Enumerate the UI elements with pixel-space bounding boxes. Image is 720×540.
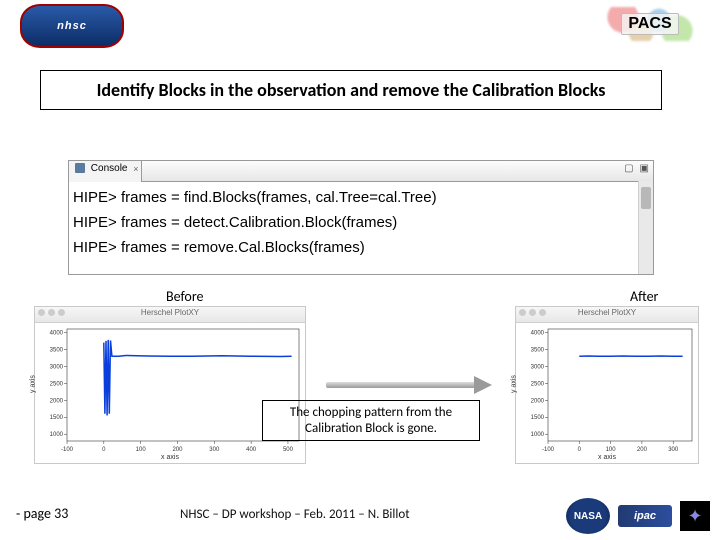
svg-text:3000: 3000 xyxy=(531,364,545,370)
caption-box: The chopping pattern from the Calibratio… xyxy=(262,400,480,441)
maximize-icon[interactable]: ▣ xyxy=(640,163,649,174)
arrow-head-icon xyxy=(474,376,492,394)
svg-text:500: 500 xyxy=(283,447,294,453)
ipac-logo: ipac xyxy=(618,505,672,527)
window-title: Herschel PlotXY xyxy=(578,308,636,317)
svg-text:300: 300 xyxy=(209,447,220,453)
console-scrollbar[interactable] xyxy=(638,181,653,274)
nhsc-logo-text: nhsc xyxy=(57,20,87,32)
console-tab[interactable]: Console × xyxy=(69,161,142,182)
arrow-bar xyxy=(326,382,476,388)
close-icon[interactable]: × xyxy=(133,164,138,174)
console-prompt: HIPE> xyxy=(73,214,117,231)
svg-text:2000: 2000 xyxy=(50,398,64,404)
nasa-logo-icon xyxy=(566,498,610,534)
nhsc-logo: nhsc xyxy=(20,4,124,48)
footer: - page 33 NHSC – DP workshop – Feb. 2011… xyxy=(0,496,720,540)
console-window: Console × ▢ ▣ HIPE> frames = find.Blocks… xyxy=(68,160,654,275)
svg-text:400: 400 xyxy=(246,447,257,453)
console-command: frames = remove.Cal.Blocks(frames) xyxy=(121,239,365,256)
chart-after-svg: 1000 1500 2000 2500 3000 3500 4000 -100 0 100 200 3… xyxy=(516,323,698,463)
svg-text:300: 300 xyxy=(668,447,679,453)
svg-text:4000: 4000 xyxy=(50,330,64,336)
svg-text:100: 100 xyxy=(136,447,147,453)
minimize-icon[interactable]: ▢ xyxy=(624,163,633,174)
svg-text:2500: 2500 xyxy=(50,381,64,387)
svg-text:3000: 3000 xyxy=(50,364,64,370)
window-controls xyxy=(38,309,65,316)
x-axis-label: x axis xyxy=(35,454,305,461)
svg-text:100: 100 xyxy=(606,447,617,453)
svg-text:1000: 1000 xyxy=(531,432,545,438)
svg-text:3500: 3500 xyxy=(50,347,64,353)
window-title: Herschel PlotXY xyxy=(141,308,199,317)
x-axis-label: x axis xyxy=(516,454,698,461)
svg-text:-100: -100 xyxy=(542,447,555,453)
chart-before-plot: 1000 1500 2000 2500 3000 3500 4000 -100 0 100 200 3… xyxy=(35,323,305,463)
star-logo-icon: ✦ xyxy=(680,501,710,531)
console-icon xyxy=(75,163,85,173)
window-titlebar: Herschel PlotXY xyxy=(516,307,698,323)
chart-after-window: Herschel PlotXY 100015002000250030003500… xyxy=(515,306,699,464)
console-tabbar: Console × ▢ ▣ xyxy=(69,161,653,182)
svg-text:4000: 4000 xyxy=(531,330,545,336)
after-label: After xyxy=(630,288,658,305)
window-controls xyxy=(519,309,546,316)
console-tab-label: Console xyxy=(91,163,128,174)
chart-after-plot: 1000 1500 2000 2500 3000 3500 4000 -100 0 100 200 3… xyxy=(516,323,698,463)
console-line: HIPE> frames = find.Blocks(frames, cal.T… xyxy=(73,189,649,206)
ipac-text: ipac xyxy=(634,510,656,522)
pacs-label: PACS xyxy=(621,13,678,35)
svg-text:0: 0 xyxy=(102,447,106,453)
svg-text:2000: 2000 xyxy=(531,398,545,404)
page-number: - page 33 xyxy=(16,505,68,522)
pacs-badge: PACS xyxy=(600,4,700,44)
svg-text:1500: 1500 xyxy=(531,415,545,421)
console-window-icons: ▢ ▣ xyxy=(624,163,649,174)
console-line: HIPE> frames = remove.Cal.Blocks(frames) xyxy=(73,239,649,256)
console-line: HIPE> frames = detect.Calibration.Block(… xyxy=(73,214,649,231)
footer-text: NHSC – DP workshop – Feb. 2011 – N. Bill… xyxy=(180,507,410,522)
window-titlebar: Herschel PlotXY xyxy=(35,307,305,323)
svg-text:3500: 3500 xyxy=(531,347,545,353)
svg-text:200: 200 xyxy=(637,447,648,453)
before-label: Before xyxy=(166,288,203,305)
console-command: frames = find.Blocks(frames, cal.Tree=ca… xyxy=(121,189,437,206)
svg-text:-100: -100 xyxy=(61,447,74,453)
console-prompt: HIPE> xyxy=(73,189,117,206)
scroll-thumb[interactable] xyxy=(641,187,651,209)
footer-logos: ipac ✦ xyxy=(566,498,710,534)
console-prompt: HIPE> xyxy=(73,239,117,256)
slide-title: Identify Blocks in the observation and r… xyxy=(40,70,662,110)
console-body: HIPE> frames = find.Blocks(frames, cal.T… xyxy=(69,182,653,274)
svg-text:0: 0 xyxy=(578,447,582,453)
console-command: frames = detect.Calibration.Block(frames… xyxy=(121,214,397,231)
arrow xyxy=(326,376,496,394)
chart-before-svg: 1000 1500 2000 2500 3000 3500 4000 -100 0 100 200 3… xyxy=(35,323,305,463)
svg-text:1500: 1500 xyxy=(50,415,64,421)
svg-text:1000: 1000 xyxy=(50,432,64,438)
svg-text:2500: 2500 xyxy=(531,381,545,387)
svg-text:200: 200 xyxy=(172,447,183,453)
